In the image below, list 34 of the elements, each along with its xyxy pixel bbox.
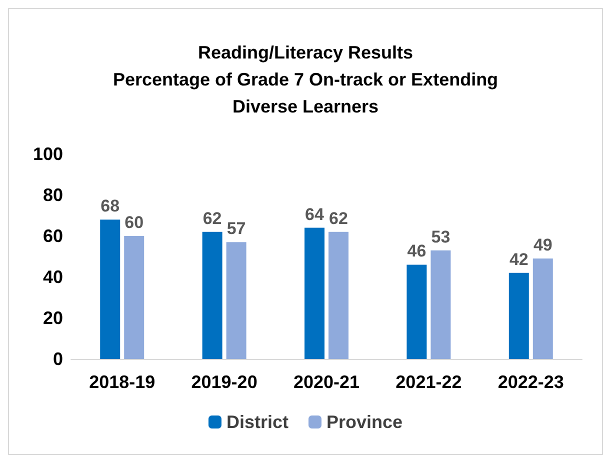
bar <box>508 272 529 359</box>
bar <box>226 242 246 359</box>
bar <box>100 220 120 359</box>
bar <box>328 232 348 359</box>
legend-label: District <box>226 412 288 432</box>
bar <box>304 228 324 359</box>
data-label: 60 <box>124 213 144 232</box>
legend-label: Province <box>326 412 403 432</box>
x-tick-label: 2019-20 <box>191 372 258 392</box>
data-label: 57 <box>226 219 246 238</box>
x-tick-label: 2022-23 <box>498 372 564 392</box>
bar <box>202 232 222 359</box>
data-label: 49 <box>533 236 552 255</box>
y-tick-label: 0 <box>52 349 63 369</box>
bar <box>430 250 451 359</box>
y-tick-label: 40 <box>42 267 63 287</box>
y-tick-label: 80 <box>42 185 63 205</box>
data-label: 42 <box>509 250 528 269</box>
y-tick-label: 100 <box>32 144 63 164</box>
bar <box>124 236 144 359</box>
x-tick-label: 2021-22 <box>396 372 462 392</box>
data-label: 62 <box>329 208 348 228</box>
data-label: 68 <box>100 196 120 216</box>
data-label: 46 <box>407 242 426 261</box>
data-label: 64 <box>305 204 324 224</box>
y-tick-label: 20 <box>42 308 63 328</box>
x-tick-label: 2020-21 <box>293 372 360 392</box>
x-tick-label: 2018-19 <box>89 372 156 392</box>
data-label: 62 <box>202 208 222 228</box>
chart-title: Reading/Literacy Results Percentage of Grade 7 On-track or Extending Diverse Learners <box>112 42 498 116</box>
y-tick-label: 60 <box>42 226 63 246</box>
bar <box>406 264 427 359</box>
data-label: 53 <box>431 227 450 246</box>
bar <box>532 258 553 359</box>
